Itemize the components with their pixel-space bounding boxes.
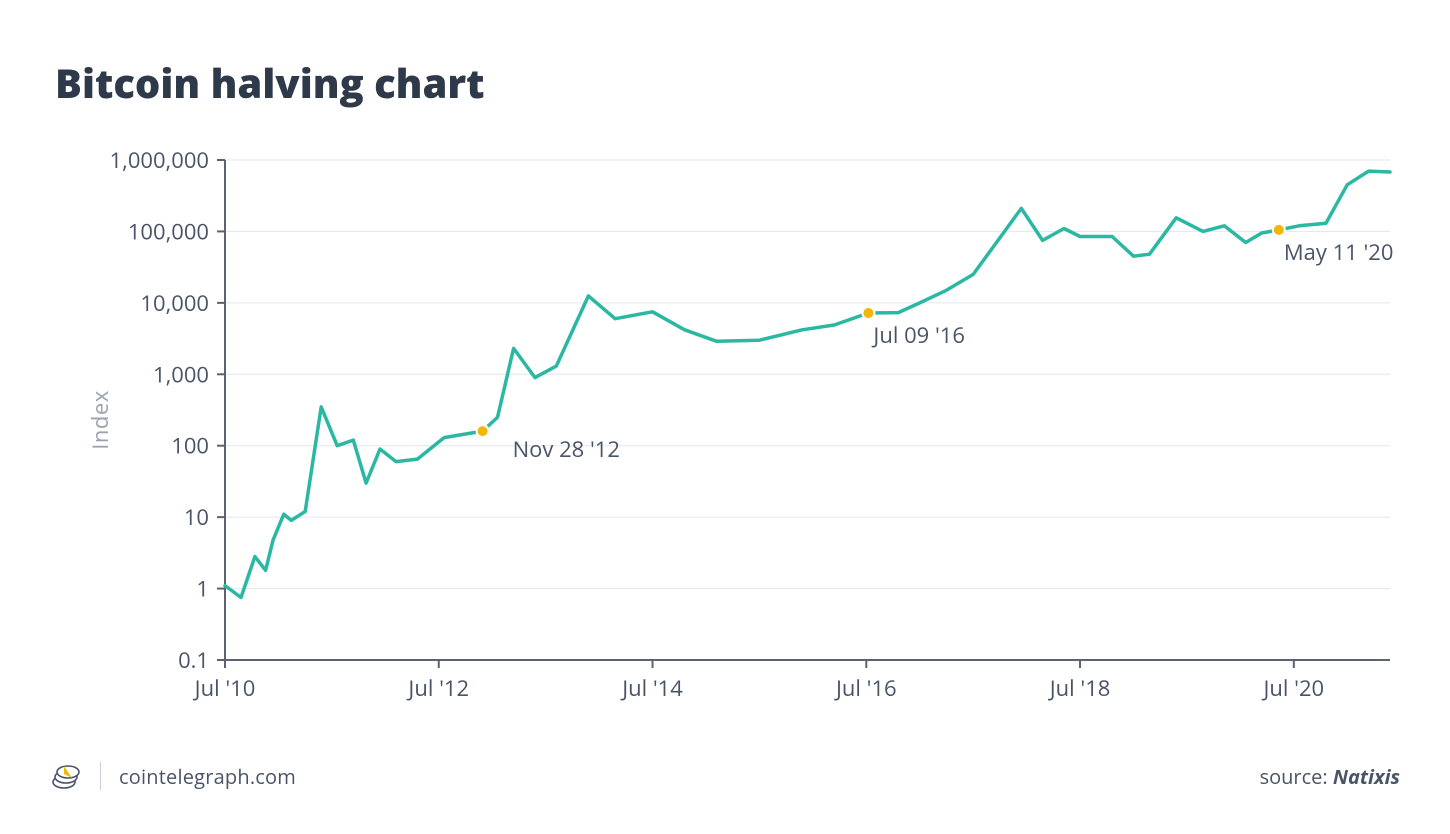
svg-text:0.1: 0.1 [178,645,209,675]
svg-text:Jul '18: Jul '18 [1048,673,1111,703]
footer-divider [100,762,101,790]
site-url: cointelegraph.com [119,763,296,790]
svg-text:1,000,000: 1,000,000 [110,145,209,175]
source-attribution: source: Natixis [1260,763,1400,790]
svg-text:10,000: 10,000 [140,288,209,318]
svg-text:Jul '20: Jul '20 [1261,673,1324,703]
svg-text:Jul '16: Jul '16 [834,673,897,703]
svg-text:Jul 09 '16: Jul 09 '16 [871,320,965,350]
svg-text:1,000: 1,000 [153,359,209,389]
svg-text:10: 10 [184,502,209,532]
svg-text:Jul '12: Jul '12 [406,673,469,703]
cointelegraph-logo-icon [50,760,82,792]
svg-text:1: 1 [196,574,209,604]
svg-text:Nov 28 '12: Nov 28 '12 [513,434,620,464]
line-chart: 0.1 1 10 100 1,000 10,000 100,000 1,000,000 Jul … [0,0,1450,834]
svg-text:Jul '10: Jul '10 [193,673,256,703]
footer-left: cointelegraph.com [50,760,296,792]
svg-text:May 11 '20: May 11 '20 [1284,237,1394,267]
svg-text:100,000: 100,000 [128,216,209,246]
svg-text:100: 100 [171,431,209,461]
source-prefix: source: [1260,763,1333,790]
svg-text:Jul '14: Jul '14 [620,673,683,703]
footer: cointelegraph.com source: Natixis [50,756,1400,796]
source-name: Natixis [1333,763,1400,790]
